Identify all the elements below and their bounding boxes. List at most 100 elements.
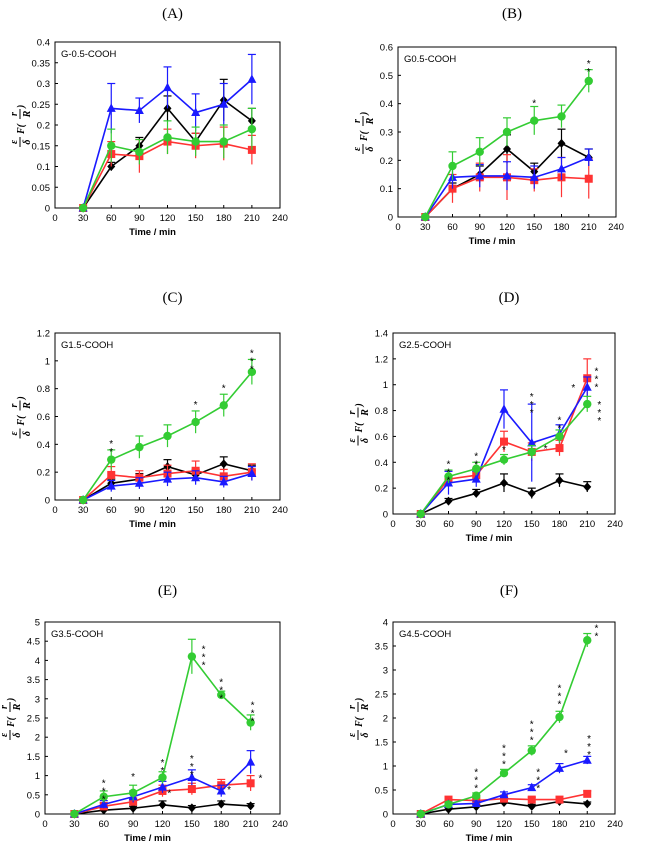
data-point-blue — [219, 476, 229, 486]
x-tick-label: 60 — [106, 213, 117, 224]
x-tick-label: 210 — [579, 819, 595, 830]
asterisk: * — [109, 447, 113, 458]
data-point-blue — [191, 107, 201, 117]
asterisk: * — [530, 400, 534, 411]
data-point-green — [247, 124, 257, 134]
x-tick-label: 30 — [69, 819, 80, 830]
y-label-epsilon: ε — [352, 146, 363, 151]
data-point-green — [444, 800, 453, 809]
asterisk: * — [502, 760, 506, 771]
y-tick-label: 0 — [388, 213, 393, 224]
data-point-black — [246, 801, 255, 811]
data-point-black — [158, 800, 167, 810]
significance-marker: * — [564, 748, 568, 759]
x-tick-label: 30 — [78, 505, 89, 516]
significance-marker: *** — [190, 754, 194, 781]
series-green — [78, 107, 257, 213]
data-point-blue — [163, 474, 172, 483]
y-label-epsilon: ε — [9, 139, 20, 144]
asterisk: * — [587, 59, 591, 70]
y-tick-label: 1 — [383, 762, 388, 773]
y-label-epsilon: ε — [0, 732, 10, 737]
x-tick-label: 210 — [244, 213, 260, 224]
asterisk: * — [571, 383, 575, 394]
data-point-green — [107, 455, 116, 464]
significance-marker: * — [131, 772, 135, 783]
data-point-red — [555, 795, 564, 804]
data-point-green — [247, 367, 257, 377]
x-tick-label: 210 — [244, 505, 260, 516]
x-tick-label: 240 — [272, 819, 288, 830]
asterisk: * — [536, 784, 540, 795]
y-label-epsilon: ε — [347, 732, 358, 737]
y-tick-label: 0.6 — [380, 43, 393, 54]
x-axis-label: Time / min — [129, 519, 176, 530]
panel-letter: (A) — [162, 6, 183, 22]
asterisk: * — [474, 452, 478, 463]
data-point-green — [502, 127, 512, 137]
y-tick-label: 0.8 — [375, 406, 388, 417]
x-tick-label: 0 — [395, 222, 400, 233]
data-point-green — [416, 509, 425, 519]
significance-marker: * — [532, 99, 536, 110]
y-label-r: r — [347, 410, 358, 414]
data-point-blue — [134, 478, 144, 487]
x-tick-label: 180 — [554, 222, 570, 233]
asterisk: * — [190, 754, 194, 765]
x-tick-label: 30 — [415, 819, 426, 830]
asterisk: * — [251, 708, 255, 719]
x-tick-label: 210 — [243, 819, 259, 830]
x-tick-label: 150 — [526, 222, 542, 233]
data-point-green — [472, 791, 481, 800]
data-point-green — [78, 495, 88, 505]
asterisk: * — [222, 383, 226, 394]
asterisk: * — [558, 424, 562, 435]
x-tick-label: 120 — [496, 819, 512, 830]
data-point-blue — [527, 782, 537, 792]
y-axis-label: ε δ F(r R) — [347, 403, 371, 446]
data-point-blue — [499, 404, 509, 413]
asterisk: * — [595, 632, 599, 643]
x-axis-label: Time / min — [469, 236, 516, 247]
x-tick-label: 150 — [524, 519, 540, 530]
data-point-green — [219, 401, 228, 410]
data-point-black — [583, 799, 592, 809]
x-tick-label: 120 — [496, 519, 512, 530]
data-point-red — [107, 470, 116, 479]
x-tick-label: 120 — [499, 222, 515, 233]
y-tick-label: 0.1 — [380, 184, 393, 195]
y-label-r: r — [9, 403, 20, 407]
x-tick-label: 120 — [155, 819, 171, 830]
y-tick-label: 0.15 — [32, 141, 51, 152]
asterisk: * — [597, 400, 601, 411]
x-tick-label: 90 — [471, 819, 482, 830]
y-label-paren: ) — [359, 112, 370, 116]
data-point-blue — [584, 152, 594, 161]
series-green — [416, 632, 592, 819]
asterisk: * — [258, 773, 262, 784]
significance-marker: * — [544, 444, 548, 455]
data-point-blue — [471, 798, 481, 807]
y-axis-label: ε δ F(r R) — [0, 698, 23, 740]
significance-marker: *** — [502, 744, 506, 771]
asterisk: * — [102, 786, 106, 797]
significance-marker: *** — [474, 768, 478, 795]
y-label-delta: δ — [360, 732, 371, 737]
asterisk: * — [161, 758, 165, 769]
x-axis-label: Time / min — [124, 833, 171, 844]
y-label-R: R — [360, 409, 371, 417]
data-point-blue — [216, 785, 226, 795]
y-label-function: F( — [6, 716, 17, 728]
y-label-r: r — [9, 112, 20, 116]
significance-marker: ** — [474, 452, 478, 471]
data-point-red — [527, 795, 536, 804]
data-point-green — [217, 690, 226, 700]
data-point-blue — [163, 82, 172, 92]
data-point-green — [70, 809, 79, 819]
data-point-green — [219, 137, 228, 146]
y-tick-label: 0.6 — [375, 432, 388, 443]
y-label-function: F( — [354, 716, 365, 728]
asterisk: * — [190, 762, 194, 773]
y-tick-label: 1.5 — [27, 752, 40, 763]
asterisk: * — [536, 776, 540, 787]
